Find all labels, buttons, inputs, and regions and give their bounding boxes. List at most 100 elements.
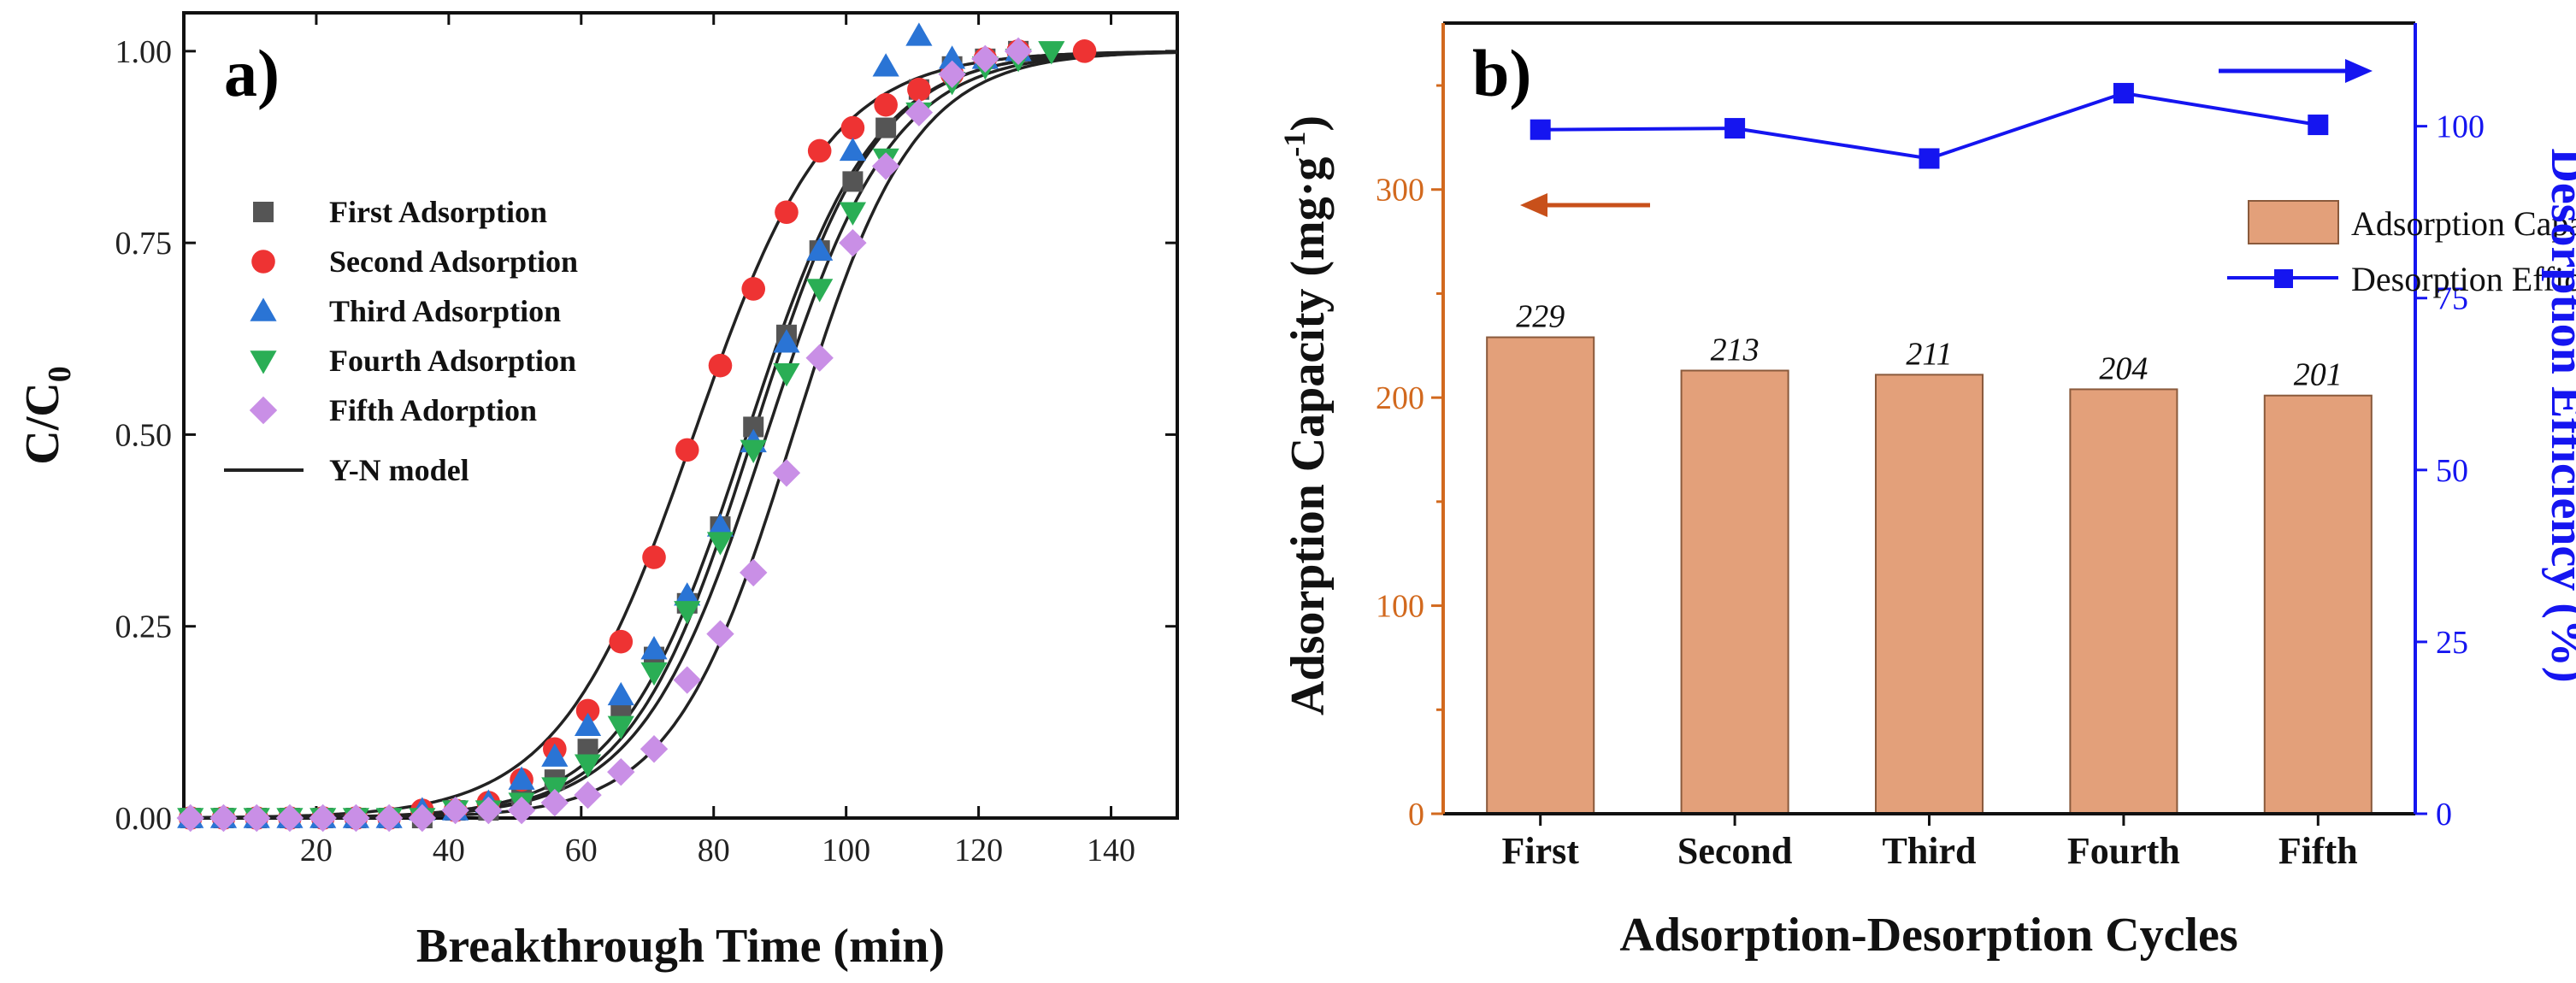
legend-fourth-adsorption: Fourth Adsorption xyxy=(329,344,576,378)
point-second-adsorption xyxy=(874,92,898,117)
panel-a-x-axis-title: Breakthrough Time (min) xyxy=(416,920,945,973)
point-third-adsorption xyxy=(508,766,535,790)
bar-value-label: 201 xyxy=(2294,357,2343,393)
point-fifth-adorption xyxy=(805,344,834,372)
panel-b-efficiency-line xyxy=(1530,83,2329,169)
panel-a-plot-frame xyxy=(182,11,1179,820)
point-second-adsorption xyxy=(741,277,766,301)
point-second-adsorption xyxy=(609,629,634,654)
category-label-third: Third xyxy=(1882,830,1976,872)
point-fourth-adsorption xyxy=(706,532,734,556)
panel-a-y-tick-label: 0.00 xyxy=(115,801,173,837)
point-fifth-adorption xyxy=(640,735,669,763)
legend-fifth-adorption: Fifth Adorption xyxy=(329,393,537,427)
panel-a-legend: First Adsorption Second Adsorption Third… xyxy=(224,195,578,487)
legend-marker-fourth-adsorption xyxy=(250,350,277,374)
legend-marker-first-adsorption xyxy=(253,202,274,222)
panel-a-letter: a) xyxy=(224,36,280,110)
bar-value-label: 229 xyxy=(1516,299,1565,335)
panel-a-x-tick-label: 120 xyxy=(954,833,1003,868)
legend-adsorption-capacity: Adsorption Capacity xyxy=(2351,204,2576,243)
panel-a-y-title-sub: 0 xyxy=(42,366,78,382)
panel-a-y-tick-label: 0.75 xyxy=(115,226,173,262)
point-fifth-adorption xyxy=(839,228,867,257)
point-third-adsorption xyxy=(706,513,734,537)
yn-fit-curve-first-adsorption xyxy=(184,50,1178,820)
point-fourth-adsorption xyxy=(773,362,800,387)
panel-a-y-axis-title: C/C0 xyxy=(16,366,78,464)
efficiency-point-first xyxy=(1530,119,1551,140)
panel-b-left-y-title-end: ) xyxy=(1282,115,1335,132)
point-fifth-adorption xyxy=(607,757,635,786)
panel-a-x-tick-label: 40 xyxy=(433,833,465,868)
point-third-adsorption xyxy=(574,712,602,737)
panel-b-bars xyxy=(1486,336,2373,815)
point-third-adsorption xyxy=(541,743,569,767)
panel-b-right-tick-label: 50 xyxy=(2436,453,2468,489)
point-second-adsorption xyxy=(840,115,865,140)
point-fourth-adsorption xyxy=(607,715,634,739)
right-axis-arrow-icon xyxy=(2219,59,2373,83)
point-fourth-adsorption xyxy=(806,279,834,303)
point-second-adsorption xyxy=(708,353,733,378)
panel-b-right-y-axis-title: Desorption Efficiency (%) xyxy=(2541,148,2576,682)
point-fourth-adsorption xyxy=(740,439,767,463)
panel-a-x-tick-label: 140 xyxy=(1087,833,1135,868)
point-third-adsorption xyxy=(674,582,701,606)
panel-b-left-y-title-main: Adsorption Capacity (mg·g xyxy=(1282,157,1335,715)
point-third-adsorption xyxy=(939,45,966,69)
bar-value-label: 213 xyxy=(1711,333,1760,368)
point-fifth-adorption xyxy=(507,796,536,825)
bar-first xyxy=(1486,336,1595,815)
point-fifth-adorption xyxy=(475,796,503,825)
point-fifth-adorption xyxy=(176,803,204,833)
panel-b-x-axis-title: Adsorption-Desorption Cycles xyxy=(1619,909,2237,962)
legend-efficiency-marker xyxy=(2274,269,2293,288)
point-fourth-adsorption xyxy=(839,202,867,226)
left-axis-arrow-icon xyxy=(1520,193,1650,217)
panel-a-breakthrough-chart: 20 40 60 80 100 120 140 0.00 0.25 0.50 0.75 1.00 a)… xyxy=(16,11,1179,973)
panel-b-bar-value-labels: 229 213 211 204 201 xyxy=(1516,299,2343,393)
yn-fit-curve-third-adsorption xyxy=(184,50,1178,820)
point-third-adsorption xyxy=(640,636,668,660)
category-label-fourth: Fourth xyxy=(2067,830,2180,872)
point-second-adsorption xyxy=(675,438,699,462)
yn-fit-curve-second-adsorption xyxy=(184,50,1177,820)
point-second-adsorption xyxy=(807,138,832,163)
panel-a-x-tick-label: 80 xyxy=(698,833,730,868)
efficiency-point-second xyxy=(1724,118,1746,139)
legend-second-adsorption: Second Adsorption xyxy=(329,244,578,279)
svg-text:C/C0: C/C0 xyxy=(16,366,78,464)
point-second-adsorption xyxy=(907,77,931,102)
point-fifth-adorption xyxy=(905,98,934,127)
point-third-adsorption xyxy=(905,22,933,46)
panel-b-right-tick-label: 100 xyxy=(2436,109,2485,145)
panel-a-y-tick-label: 0.25 xyxy=(115,609,173,645)
efficiency-point-fourth xyxy=(2113,83,2134,104)
panel-b-right-tick-label: 0 xyxy=(2436,797,2452,833)
legend-marker-fifth-adorption xyxy=(249,396,278,425)
panel-a-y-tick-label: 0.50 xyxy=(115,417,173,453)
point-second-adsorption xyxy=(775,200,799,225)
point-fifth-adorption xyxy=(441,796,469,825)
bar-fifth xyxy=(2263,394,2373,815)
legend-third-adsorption: Third Adsorption xyxy=(329,294,561,328)
point-third-adsorption xyxy=(839,137,867,162)
category-label-fifth: Fifth xyxy=(2278,830,2358,872)
panel-a-tick-labels: 20 40 60 80 100 120 140 0.00 0.25 0.50 0.75 1.00 xyxy=(115,34,1136,868)
point-second-adsorption xyxy=(575,698,600,723)
point-fifth-adorption xyxy=(209,803,238,833)
panel-b-left-y-axis-title: Adsorption Capacity (mg·g-1) xyxy=(1277,115,1335,715)
panel-a-y-tick-label: 1.00 xyxy=(115,34,173,70)
point-fifth-adorption xyxy=(342,803,370,833)
bar-value-label: 204 xyxy=(2099,350,2148,386)
point-fourth-adsorption xyxy=(674,601,701,625)
point-fourth-adsorption xyxy=(574,754,602,778)
point-third-adsorption xyxy=(872,53,899,77)
point-fifth-adorption xyxy=(1004,37,1033,66)
category-label-first: First xyxy=(1501,830,1579,872)
point-fifth-adorption xyxy=(971,44,999,74)
point-fifth-adorption xyxy=(408,803,437,833)
